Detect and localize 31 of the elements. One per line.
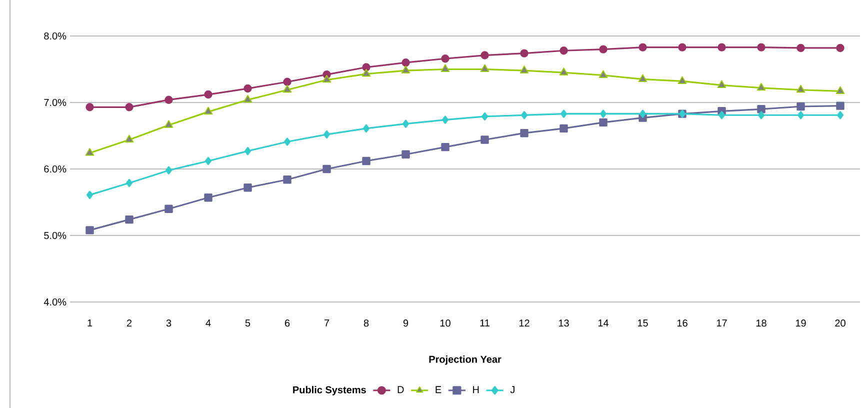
x-tick-label: 1: [88, 320, 92, 326]
x-tick-label: 13: [558, 320, 569, 327]
x-tick-label: 9: [403, 320, 408, 327]
x-tick-label: 16: [677, 320, 688, 327]
x-tick-label: 15: [638, 320, 648, 327]
y-tick-label: 8.0%: [44, 32, 66, 40]
x-tick-label: 2: [126, 320, 132, 327]
legend-label: H: [473, 386, 479, 394]
y-tick-label: 5.0%: [44, 232, 66, 240]
x-tick-label: 14: [598, 320, 609, 326]
x-tick-label: 19: [796, 320, 806, 327]
x-tick-label: 10: [440, 320, 450, 327]
x-tick-label: 3: [166, 320, 172, 327]
legend-title: Public Systems: [293, 386, 366, 396]
x-tick-label: 5: [245, 320, 250, 327]
x-tick-label: 18: [756, 320, 766, 327]
x-tick-label: 6: [284, 320, 290, 327]
y-tick-label: 6.0%: [44, 165, 66, 173]
y-tick-label: 7.0%: [44, 98, 66, 106]
x-tick-label: 8: [364, 320, 369, 327]
x-tick-label: 20: [835, 320, 846, 327]
legend-label: E: [436, 386, 442, 394]
x-tick-label: 11: [480, 320, 490, 326]
x-tick-label: 12: [519, 320, 530, 327]
x-tick-label: 7: [324, 320, 330, 326]
x-tick-label: 4: [206, 320, 211, 326]
legend-label: D: [398, 386, 404, 394]
x-tick-label: 17: [716, 320, 727, 326]
legend-label: J: [510, 386, 514, 394]
x-axis-title: Projection Year: [429, 355, 502, 365]
y-tick-label: 4.0%: [44, 298, 66, 306]
